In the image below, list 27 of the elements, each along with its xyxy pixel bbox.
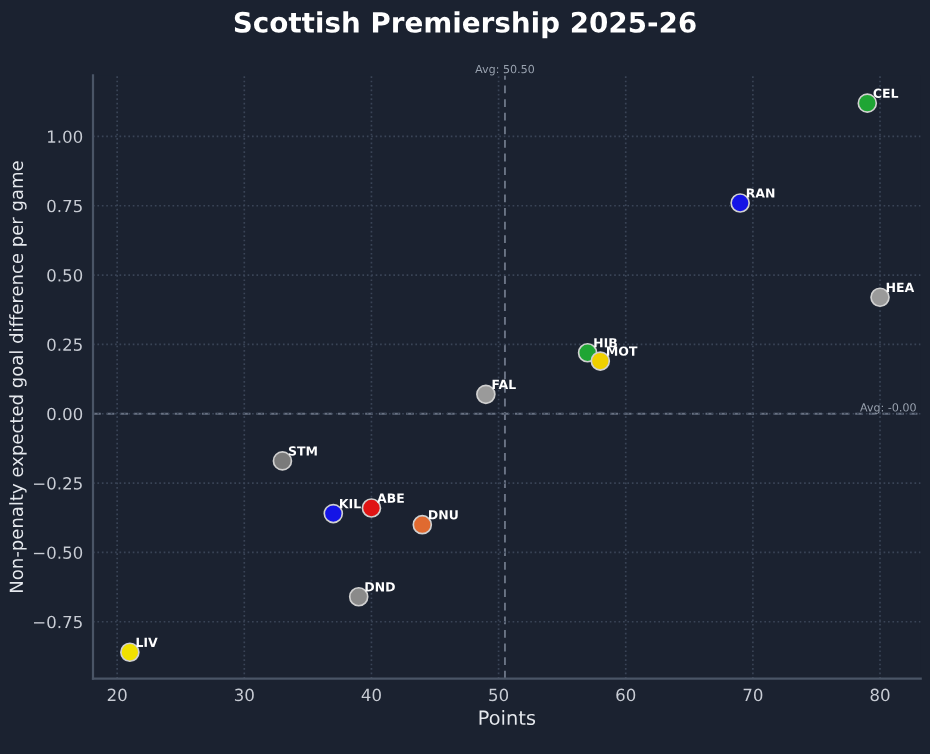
point — [348, 586, 369, 607]
y-tick-label: −0.50 — [33, 546, 83, 559]
point — [870, 287, 890, 308]
x-axis-title: Points — [479, 710, 536, 726]
point — [590, 351, 611, 371]
point — [323, 503, 344, 524]
point — [412, 514, 433, 535]
x-tick-label: 70 — [743, 688, 763, 702]
y-tick-label: −0.25 — [33, 477, 82, 490]
point — [120, 642, 140, 663]
x-tick-label: 80 — [870, 688, 890, 702]
y-tick-label: 0.00 — [47, 407, 83, 421]
y-axis-title: Non-penalty expected goal difference per game — [9, 161, 27, 592]
x-tick-label: 60 — [616, 688, 636, 702]
y-tick-label: 0.75 — [47, 199, 82, 213]
point — [272, 451, 293, 471]
x-tick-label: 30 — [234, 688, 254, 702]
y-tick-label: 1.00 — [48, 130, 83, 143]
y-tick-label: 0.25 — [47, 338, 82, 351]
x-tick-label: 20 — [107, 688, 127, 702]
y-tick-label: 0.50 — [47, 269, 83, 282]
y-tick-label: −0.75 — [33, 615, 82, 629]
point — [730, 193, 750, 213]
x-tick-label: 50 — [489, 688, 509, 702]
x-tick-label: 40 — [361, 688, 381, 702]
chart-title: Scottish Premiership 2025-26 — [234, 11, 696, 39]
point — [476, 384, 496, 405]
